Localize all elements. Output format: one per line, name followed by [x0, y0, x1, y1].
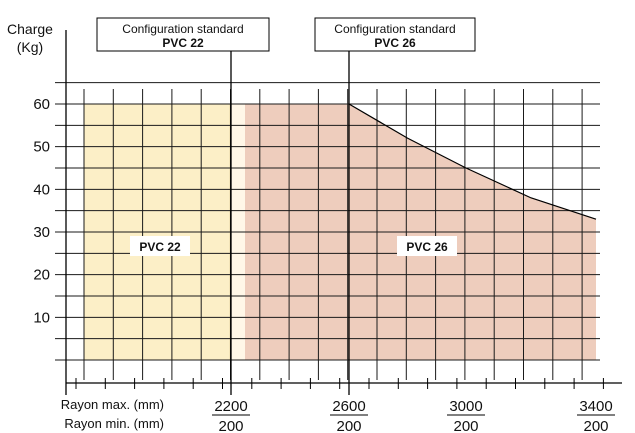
x-tick-max: 3000: [449, 398, 482, 415]
y-tick-label: 30: [33, 224, 50, 241]
config-title-2: Configuration standard: [334, 22, 455, 36]
pvc26-curve: [348, 103, 597, 220]
config-box-1: [96, 17, 270, 52]
x-label-max: Rayon max. (mm): [61, 397, 164, 412]
config-box-2: [314, 17, 476, 52]
region-label-pvc26: PVC 26: [406, 240, 448, 254]
y-axis-label: Charge: [7, 21, 53, 37]
y-tick-label: 10: [33, 309, 50, 326]
y-tick-label: 20: [33, 267, 50, 284]
x-tick-max: 2600: [332, 398, 365, 415]
x-tick-max: 2200: [214, 398, 247, 415]
config-model-2: PVC 26: [374, 36, 416, 50]
region-label-pvc26-bg: [397, 236, 457, 256]
y-tick-label: 50: [33, 139, 50, 156]
config-model-1: PVC 22: [162, 36, 204, 50]
region-label-pvc22: PVC 22: [139, 240, 181, 254]
x-label-min: Rayon min. (mm): [64, 416, 164, 431]
y-axis-unit: (Kg): [17, 39, 43, 55]
config-title-1: Configuration standard: [122, 22, 243, 36]
y-tick-label: 40: [33, 181, 50, 198]
x-tick-max: 3400: [579, 398, 612, 415]
x-tick-min: 200: [336, 418, 361, 433]
region-label-pvc22-bg: [130, 236, 190, 256]
x-tick-min: 200: [218, 418, 243, 433]
y-tick-label: 60: [33, 96, 50, 113]
x-tick-min: 200: [583, 418, 608, 433]
x-tick-min: 200: [453, 418, 478, 433]
